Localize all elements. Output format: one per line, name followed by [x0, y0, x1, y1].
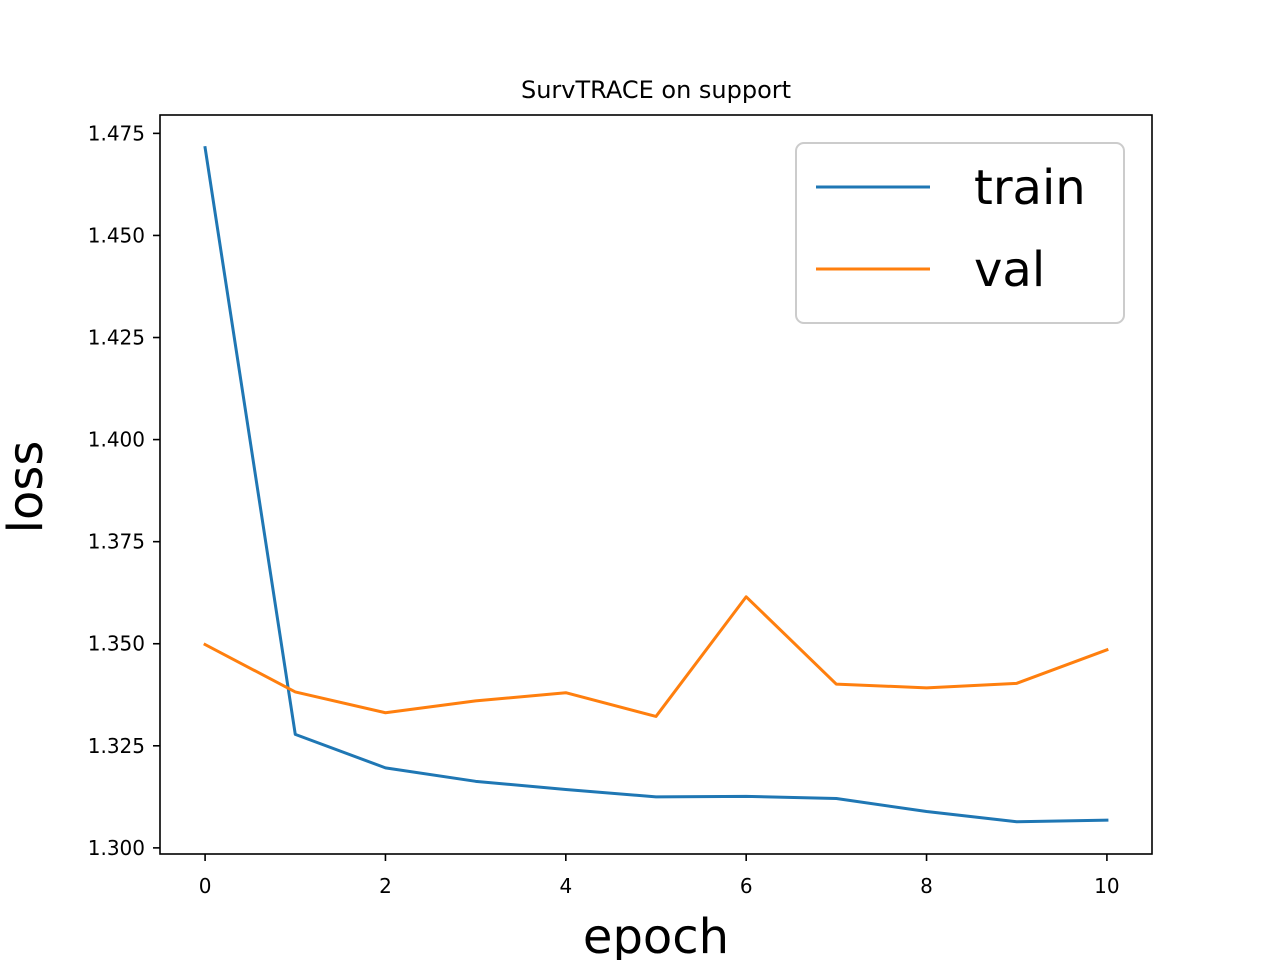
x-axis-title: epoch [583, 909, 729, 960]
y-axis-title: loss [0, 441, 54, 534]
y-tick-label: 1.450 [88, 223, 145, 247]
y-tick-label: 1.375 [88, 530, 145, 554]
y-tick-label: 1.325 [88, 734, 145, 758]
series-line-val [203, 595, 1109, 718]
y-tick-label: 1.300 [88, 836, 145, 860]
x-tick-label: 6 [740, 874, 753, 898]
y-tick-label: 1.400 [88, 428, 145, 452]
x-tick-label: 4 [559, 874, 572, 898]
x-tick-label: 10 [1094, 874, 1119, 898]
plot-frame [159, 114, 1153, 855]
legend-entries: train val [816, 160, 1086, 298]
legend-label-train: train [974, 160, 1086, 216]
legend: train val [795, 142, 1125, 324]
legend-label-val: val [974, 242, 1045, 298]
x-tick-label: 2 [379, 874, 392, 898]
y-tick-label: 1.425 [88, 326, 145, 350]
x-tick-label: 8 [920, 874, 933, 898]
plot-area [159, 114, 1153, 855]
x-axis: 0 2 4 6 8 10 [199, 854, 1120, 898]
series-line-train [203, 145, 1109, 824]
series-layer [203, 145, 1109, 824]
y-tick-label: 1.475 [88, 121, 145, 145]
y-tick-label: 1.350 [88, 632, 145, 656]
y-axis: 1.300 1.325 1.350 1.375 1.400 1.425 1.450 1.475 [88, 121, 160, 860]
x-tick-label: 0 [199, 874, 212, 898]
chart-title: SurvTRACE on support [521, 76, 791, 104]
